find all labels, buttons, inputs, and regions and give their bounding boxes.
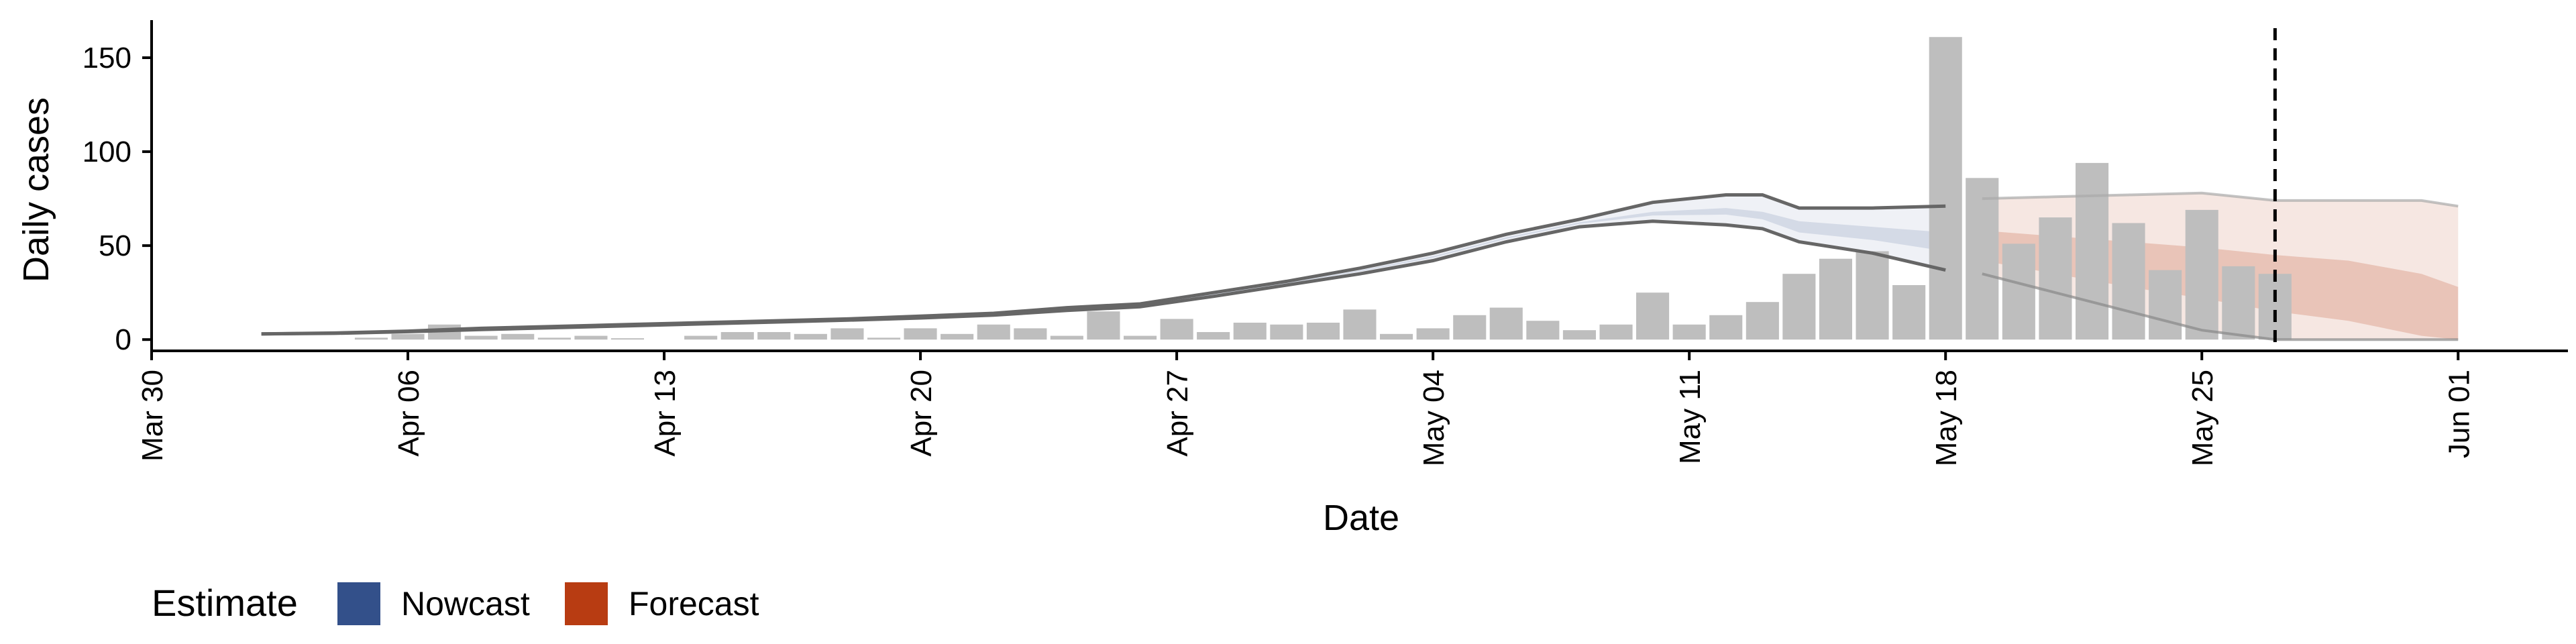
case-bar bbox=[1343, 309, 1377, 340]
case-bar bbox=[794, 333, 827, 340]
x-tick-label: Apr 27 bbox=[1161, 370, 1194, 457]
y-tick-label: 50 bbox=[99, 229, 131, 262]
case-bar bbox=[1819, 258, 1852, 340]
case-bar bbox=[1672, 324, 1706, 340]
case-bar bbox=[904, 328, 937, 340]
case-bar bbox=[1270, 324, 1303, 340]
forecast-lower-line bbox=[1982, 272, 2459, 341]
case-bar bbox=[391, 333, 425, 340]
case-bar bbox=[1856, 251, 1889, 340]
case-bar bbox=[830, 328, 864, 340]
daily-case-bars bbox=[354, 37, 2292, 340]
legend-swatch-forecast bbox=[565, 582, 608, 625]
case-bar bbox=[1380, 333, 1413, 340]
case-bar bbox=[1306, 323, 1340, 340]
x-tick-label: Mar 30 bbox=[136, 370, 169, 462]
case-bar bbox=[977, 324, 1010, 340]
case-bar bbox=[2076, 162, 2109, 340]
case-bar bbox=[354, 337, 388, 340]
case-bar bbox=[1160, 319, 1193, 340]
case-bar bbox=[1746, 302, 1779, 340]
case-bar bbox=[2002, 244, 2035, 340]
case-bar bbox=[1453, 315, 1487, 340]
nowcast-inner-band bbox=[261, 208, 1946, 334]
x-tick-label: May 18 bbox=[1930, 370, 1963, 466]
legend-label-nowcast: Nowcast bbox=[401, 585, 530, 623]
case-bar bbox=[574, 335, 608, 340]
case-bar bbox=[2149, 270, 2182, 340]
y-tick-label: 0 bbox=[115, 323, 131, 356]
x-tick-label: Apr 13 bbox=[649, 370, 682, 457]
case-bar bbox=[1014, 328, 1047, 340]
legend: Estimate Nowcast Forecast bbox=[152, 582, 759, 625]
case-bar bbox=[1197, 332, 1230, 340]
x-tick-label: Apr 06 bbox=[392, 370, 425, 457]
case-bar bbox=[1782, 274, 1816, 340]
case-bar bbox=[1416, 328, 1450, 340]
case-bar bbox=[1050, 335, 1083, 340]
case-bar bbox=[684, 335, 718, 340]
case-bar bbox=[2112, 223, 2145, 340]
legend-label-forecast: Forecast bbox=[629, 585, 759, 623]
x-tick-label: May 25 bbox=[2186, 370, 2219, 466]
case-bar bbox=[1087, 311, 1120, 340]
case-bar bbox=[1562, 330, 1596, 340]
y-tick-label: 100 bbox=[83, 136, 131, 168]
forecast-upper-line bbox=[1982, 191, 2459, 208]
y-axis-ticks: 0 50 100 150 bbox=[83, 42, 152, 356]
y-tick-label: 150 bbox=[83, 42, 131, 74]
x-tick-label: Apr 20 bbox=[905, 370, 938, 457]
case-bar bbox=[2039, 217, 2072, 340]
x-axis-ticks: Mar 30 Apr 06 Apr 13 Apr 20 Apr 27 May 04 May … bbox=[136, 351, 2475, 466]
case-bar bbox=[941, 333, 974, 340]
case-bar bbox=[1892, 285, 1926, 340]
case-bar bbox=[1709, 315, 1743, 340]
case-bar bbox=[1929, 37, 1962, 340]
legend-title: Estimate bbox=[152, 582, 298, 624]
x-tick-label: May 04 bbox=[1417, 370, 1450, 466]
case-bar bbox=[757, 332, 791, 340]
case-bar bbox=[2258, 274, 2292, 340]
case-bar bbox=[1966, 178, 1999, 340]
case-bar bbox=[1489, 307, 1523, 340]
y-axis-title: Daily cases bbox=[16, 97, 56, 282]
x-axis-title: Date bbox=[1323, 498, 1399, 538]
case-bar bbox=[720, 332, 754, 340]
x-tick-label: Jun 01 bbox=[2443, 370, 2475, 458]
case-bar bbox=[537, 337, 571, 340]
legend-swatch-nowcast bbox=[337, 582, 380, 625]
nowcast-lower-line bbox=[261, 219, 1946, 336]
case-bar bbox=[501, 333, 535, 340]
case-bar bbox=[610, 338, 644, 340]
case-bar bbox=[1599, 324, 1633, 340]
case-bar bbox=[464, 335, 498, 340]
case-bar bbox=[1526, 321, 1560, 340]
case-bar bbox=[1636, 292, 1670, 340]
x-tick-label: May 11 bbox=[1674, 370, 1707, 464]
case-bar bbox=[867, 337, 901, 340]
case-bar bbox=[1233, 323, 1267, 340]
nowcast-boundary-lines bbox=[261, 191, 2459, 341]
case-bar bbox=[1124, 335, 1157, 340]
case-bar bbox=[2222, 266, 2255, 340]
case-bar bbox=[2185, 209, 2218, 340]
